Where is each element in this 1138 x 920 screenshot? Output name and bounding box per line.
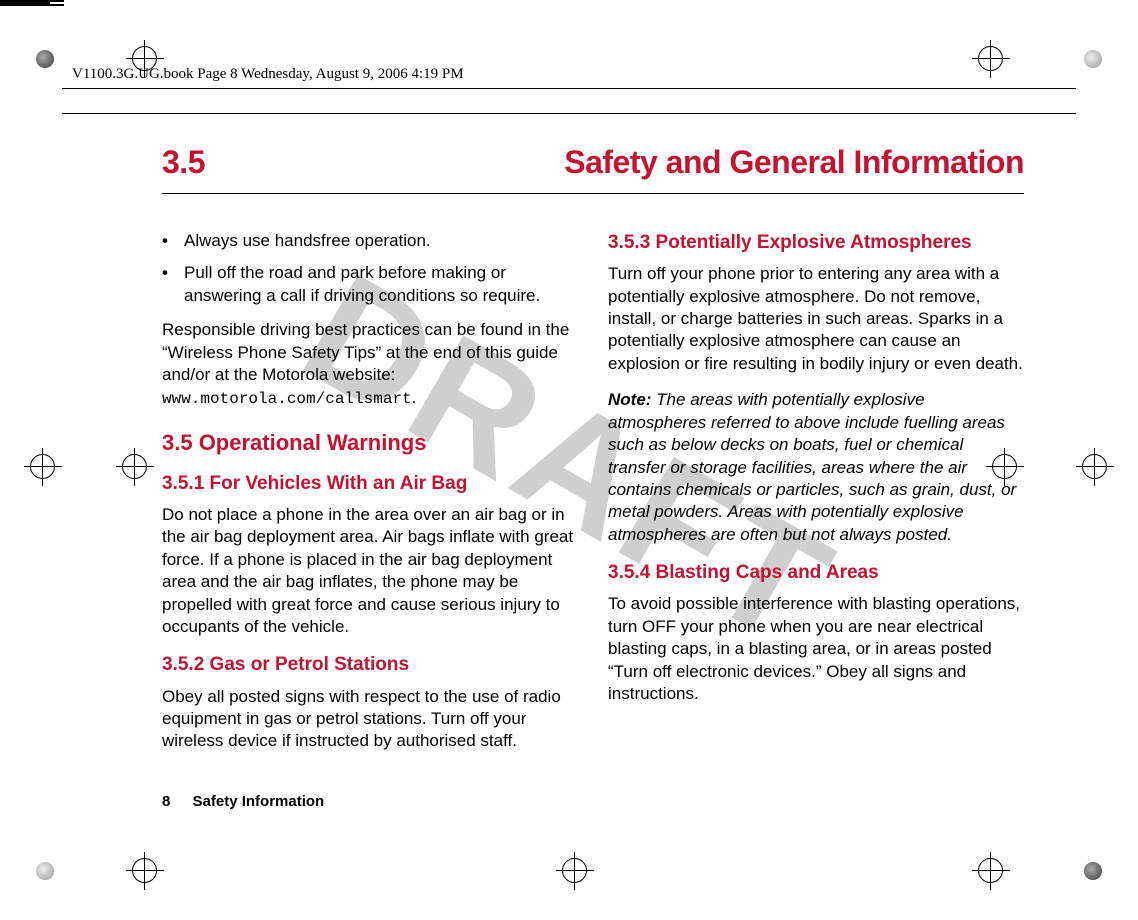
note-label: Note: (608, 390, 651, 409)
register-mark (972, 40, 1010, 78)
corner-dot (1084, 862, 1102, 880)
text: Responsible driving best practices can b… (162, 320, 569, 384)
left-column: Always use handsfree operation. Pull off… (162, 230, 578, 767)
chapter-number: 3.5 (162, 144, 205, 181)
two-column-layout: Always use handsfree operation. Pull off… (162, 230, 1024, 767)
register-mark (24, 448, 62, 486)
section-heading-h2: 3.5 Operational Warnings (162, 428, 578, 457)
note-paragraph: Note: The areas with potentially explosi… (608, 389, 1024, 546)
section-heading-h3: 3.5.3 Potentially Explosive Atmospheres (608, 230, 1024, 255)
corner-dot (36, 50, 54, 68)
page-number: 8 (162, 793, 170, 810)
page-footer: 8 Safety Information (162, 793, 324, 810)
note-body: The areas with potentially explosive atm… (608, 390, 1016, 544)
register-mark (972, 852, 1010, 890)
right-column: 3.5.3 Potentially Explosive Atmospheres … (608, 230, 1024, 767)
register-mark (556, 852, 594, 890)
footer-section: Safety Information (193, 793, 325, 810)
bullet-item: Pull off the road and park before making… (184, 262, 578, 307)
paragraph: Responsible driving best practices can b… (162, 319, 578, 409)
bullet-item: Always use handsfree operation. (184, 230, 578, 252)
paragraph: Obey all posted signs with respect to th… (162, 686, 578, 753)
header-rule (62, 113, 1076, 114)
printer-marks (0, 0, 1138, 6)
framemaker-header: V1100.3G.UG.book Page 8 Wednesday, Augus… (72, 66, 464, 83)
text: . (412, 388, 417, 407)
paragraph: To avoid possible interference with blas… (608, 593, 1024, 705)
chapter-title: Safety and General Information (564, 144, 1024, 181)
section-heading-h3: 3.5.4 Blasting Caps and Areas (608, 560, 1024, 585)
page-body: 3.5 Safety and General Information Alway… (162, 144, 1024, 784)
chapter-heading: 3.5 Safety and General Information (162, 144, 1024, 194)
header-rule (62, 88, 1076, 89)
corner-dot (1084, 50, 1102, 68)
register-mark (116, 448, 154, 486)
register-mark (126, 852, 164, 890)
paragraph: Turn off your phone prior to entering an… (608, 263, 1024, 375)
corner-dot (36, 862, 54, 880)
section-heading-h3: 3.5.2 Gas or Petrol Stations (162, 652, 578, 677)
paragraph: Do not place a phone in the area over an… (162, 504, 578, 639)
register-mark (1076, 448, 1114, 486)
crop-line (0, 5, 64, 6)
bullet-list: Always use handsfree operation. Pull off… (162, 230, 578, 307)
url-text: www.motorola.com/callsmart (162, 390, 412, 408)
section-heading-h3: 3.5.1 For Vehicles With an Air Bag (162, 471, 578, 496)
